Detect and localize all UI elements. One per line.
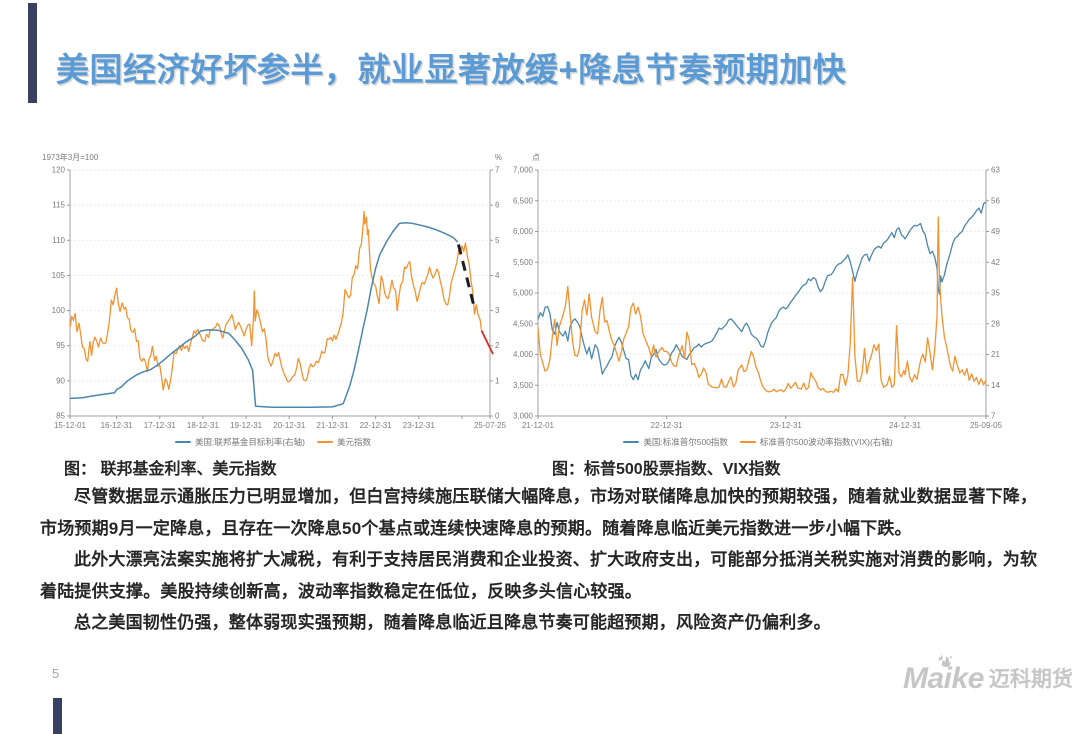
svg-text:4,500: 4,500 (513, 319, 534, 328)
svg-text:7: 7 (991, 412, 996, 421)
chart-canvas-right: 3,000 3,500 4,000 4,500 5,000 5,500 6,000 6,500… (513, 153, 1003, 430)
svg-text:1: 1 (495, 376, 500, 385)
svg-text:7: 7 (495, 166, 500, 175)
chart-fed-funds-dollar-index: 85 90 95 100 105 110 115 120 0 1 2 3 4 5 6 7 15-12-01 16-… (40, 150, 507, 450)
svg-text:16-12-31: 16-12-31 (101, 421, 134, 430)
svg-text:90: 90 (56, 376, 65, 385)
svg-text:25-09-05: 25-09-05 (970, 421, 1003, 430)
page-title: 美国经济好坏参半，就业显著放缓+降息节奏预期加快 (56, 51, 847, 88)
legend-label: 美国:标准普尔500指数 (643, 437, 728, 447)
legend-label: 美国:联邦基金目标利率(右轴) (194, 437, 305, 447)
paragraph-2: 此外大漂亮法案实施将扩大减税，有利于支持居民消费和企业投资、扩大政府支出，可能部… (40, 550, 1038, 601)
svg-text:28: 28 (991, 319, 1000, 328)
svg-text:0: 0 (495, 412, 500, 421)
svg-text:6,500: 6,500 (513, 196, 534, 205)
legend-swatch (317, 441, 333, 443)
series-美元指数 (69, 210, 483, 391)
svg-text:95: 95 (56, 341, 65, 350)
svg-text:3,000: 3,000 (513, 412, 534, 421)
chart-canvas-left: 85 90 95 100 105 110 115 120 0 1 2 3 4 5 6 7 15-12-01 16-… (42, 152, 507, 430)
svg-text:5,500: 5,500 (513, 258, 534, 267)
legend-item: 美国:联邦基金目标利率(右轴) (174, 436, 305, 448)
svg-text:17-12-31: 17-12-31 (144, 421, 177, 430)
svg-text:5,000: 5,000 (513, 289, 534, 298)
svg-text:23-12-31: 23-12-31 (770, 421, 803, 430)
legend-item: 标准普尔500波动率指数(VIX)(右轴) (739, 436, 893, 448)
paragraph-3: 总之美国韧性仍强，整体弱现实强预期，随着降息临近且降息节奏可能超预期，风险资产仍… (74, 613, 831, 632)
svg-text:110: 110 (52, 236, 65, 245)
figure-caption-right: 图：标普500股票指数、VIX指数 (552, 461, 781, 478)
svg-text:24-12-31: 24-12-31 (889, 421, 922, 430)
svg-text:18-12-31: 18-12-31 (187, 421, 220, 430)
legend-swatch (623, 441, 640, 443)
svg-text:100: 100 (52, 306, 66, 315)
svg-text:85: 85 (56, 412, 65, 421)
svg-text:20-12-31: 20-12-31 (273, 421, 306, 430)
series-降息预期(黑色虚线) (457, 244, 477, 311)
logo-brand-cn: 迈科期货 (988, 668, 1073, 691)
legend-swatch (174, 441, 191, 443)
chart-legend-right: 美国:标准普尔500指数 标准普尔500波动率指数(VIX)(右轴) (508, 435, 1008, 449)
svg-text:115: 115 (52, 201, 65, 210)
series-美元指数预期(红线) (480, 329, 494, 355)
svg-text:25-07-25: 25-07-25 (474, 421, 507, 430)
legend-label: 美元指数 (337, 437, 372, 447)
svg-text:105: 105 (52, 271, 66, 280)
legend-item: 美元指数 (317, 436, 371, 448)
legend-swatch (739, 441, 756, 443)
svg-text:4: 4 (495, 271, 500, 280)
svg-text:22-12-31: 22-12-31 (651, 421, 684, 430)
maike-logo: Maike 迈科期货 (903, 654, 1073, 696)
legend-item: 美国:标准普尔500指数 (623, 436, 728, 448)
maike-flame-icon (933, 652, 957, 672)
figure-caption-left: 图： 联邦基金利率、美元指数 (64, 461, 277, 478)
legend-label: 标准普尔500波动率指数(VIX)(右轴) (759, 437, 893, 447)
svg-text:49: 49 (991, 227, 1000, 236)
svg-text:1973年3月=100: 1973年3月=100 (42, 152, 99, 162)
svg-text:6: 6 (495, 201, 500, 210)
body-text: 尽管数据显示通胀压力已明显增加，但白宫持续施压联储大幅降息，市场对联储降息加快的… (40, 481, 1046, 639)
series-美国:标准普尔500指数 (537, 201, 987, 381)
chart-legend-left: 美国:联邦基金目标利率(右轴) 美元指数 (40, 435, 506, 449)
svg-text:35: 35 (991, 289, 1000, 298)
svg-text:19-12-31: 19-12-31 (230, 421, 263, 430)
svg-text:2: 2 (495, 341, 500, 350)
svg-text:42: 42 (991, 258, 1000, 267)
series-标准普尔500波动率指数(VIX)(右轴) (537, 216, 987, 393)
chart-sp500-vix: 3,000 3,500 4,000 4,500 5,000 5,500 6,000 6,500… (508, 150, 1008, 450)
svg-text:%: % (495, 153, 502, 162)
svg-text:56: 56 (991, 196, 1000, 205)
svg-text:4,000: 4,000 (513, 350, 534, 359)
footer-accent-bar (53, 698, 62, 734)
svg-text:3,500: 3,500 (513, 381, 534, 390)
svg-text:6,000: 6,000 (513, 227, 534, 236)
series-美国:联邦基金目标利率(右轴) (69, 221, 459, 408)
svg-text:7,000: 7,000 (513, 166, 534, 175)
logo-brand-text: Maike (903, 662, 984, 695)
page-number: 5 (52, 666, 60, 681)
svg-text:21: 21 (991, 350, 1000, 359)
svg-text:3: 3 (495, 306, 500, 315)
svg-text:5: 5 (495, 236, 500, 245)
svg-text:23-12-31: 23-12-31 (403, 421, 436, 430)
svg-text:63: 63 (991, 166, 1000, 175)
svg-text:21-12-31: 21-12-31 (316, 421, 349, 430)
title-accent-bar (28, 3, 37, 103)
svg-text:120: 120 (52, 166, 66, 175)
svg-text:15-12-01: 15-12-01 (54, 421, 87, 430)
paragraph-1: 尽管数据显示通胀压力已明显增加，但白宫持续施压联储大幅降息，市场对联储降息加快的… (40, 487, 1038, 538)
svg-text:21-12-01: 21-12-01 (522, 421, 555, 430)
svg-text:22-12-31: 22-12-31 (360, 421, 393, 430)
svg-text:点: 点 (532, 153, 540, 162)
svg-text:14: 14 (991, 381, 1000, 390)
